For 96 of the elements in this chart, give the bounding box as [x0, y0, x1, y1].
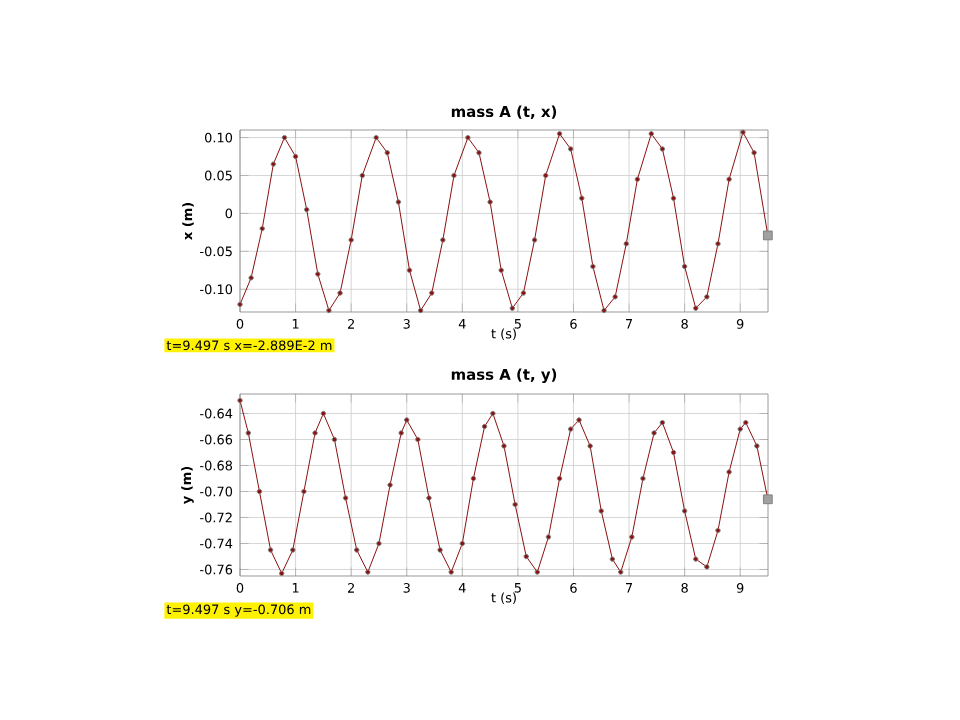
point: [523, 553, 529, 560]
point: [542, 172, 549, 179]
point: [245, 430, 252, 436]
point: [640, 475, 646, 482]
point: [267, 547, 274, 553]
point: [715, 241, 721, 247]
point: [384, 150, 390, 156]
point: [659, 146, 666, 152]
point: [576, 417, 582, 423]
point: [465, 134, 471, 141]
point: [415, 436, 421, 443]
point: [740, 129, 746, 135]
point: [590, 263, 596, 270]
point: [448, 569, 454, 575]
point: [337, 290, 343, 296]
point: [320, 410, 327, 417]
point: [754, 443, 760, 449]
point: [270, 161, 277, 167]
point: [490, 410, 496, 417]
point: [568, 146, 574, 152]
point: [259, 225, 265, 232]
point: [651, 430, 657, 436]
point: [512, 501, 518, 508]
point: [292, 153, 299, 160]
point: [331, 436, 338, 443]
point: [670, 195, 677, 201]
point: [417, 307, 424, 314]
point: [704, 294, 710, 300]
point: [315, 271, 321, 277]
point: [376, 540, 382, 547]
point: [704, 564, 710, 570]
point: [743, 419, 749, 426]
point: [498, 267, 504, 273]
point: [348, 237, 354, 243]
point: [290, 547, 296, 553]
point: [406, 267, 413, 273]
point: [509, 305, 516, 311]
point: [301, 488, 307, 495]
point: [487, 199, 493, 205]
point: [648, 131, 654, 137]
point: [470, 475, 477, 482]
point: [365, 569, 371, 575]
point: [359, 172, 365, 179]
point: [659, 419, 666, 426]
point: [751, 150, 757, 156]
point: [520, 290, 527, 296]
point: [354, 547, 360, 553]
point: [568, 426, 574, 432]
point: [481, 423, 488, 430]
point: [326, 307, 332, 314]
point: [437, 547, 443, 553]
point: [395, 199, 402, 205]
point: [451, 172, 457, 179]
point: [387, 482, 393, 488]
point: [237, 397, 243, 404]
point: [304, 206, 310, 213]
point: [693, 305, 699, 311]
point: [556, 131, 563, 137]
point: [612, 294, 618, 300]
point: [256, 488, 263, 495]
point: [476, 150, 482, 156]
point: [545, 534, 552, 540]
point: [681, 263, 688, 270]
point: [556, 475, 563, 482]
point: [670, 449, 677, 456]
point: [693, 556, 699, 562]
point: [598, 508, 604, 514]
point: [726, 469, 732, 475]
point: [609, 556, 616, 562]
point: [634, 176, 641, 182]
point: [618, 569, 624, 575]
point: [629, 534, 635, 540]
point: [737, 426, 743, 432]
point: [459, 540, 466, 547]
point: [342, 495, 349, 501]
point: [426, 495, 432, 501]
point: [237, 301, 243, 308]
point: [601, 307, 607, 314]
point: [440, 237, 446, 243]
point: [531, 237, 538, 243]
point: [623, 241, 629, 247]
point: [248, 275, 254, 281]
point: [534, 569, 541, 575]
point: [398, 430, 404, 436]
point: [404, 417, 410, 423]
point: [726, 176, 732, 182]
point: [278, 570, 285, 577]
point: [579, 195, 585, 201]
point: [501, 443, 507, 449]
point: [281, 134, 288, 141]
point: [373, 134, 379, 141]
point: [312, 430, 318, 436]
point: [715, 527, 721, 534]
point: [681, 508, 688, 514]
point: [587, 443, 593, 449]
point: [429, 290, 435, 296]
